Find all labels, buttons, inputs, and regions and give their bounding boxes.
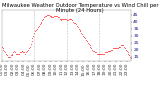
Text: Milwaukee Weather Outdoor Temperature vs Wind Chill per Minute (24 Hours): Milwaukee Weather Outdoor Temperature vs…: [2, 3, 158, 13]
